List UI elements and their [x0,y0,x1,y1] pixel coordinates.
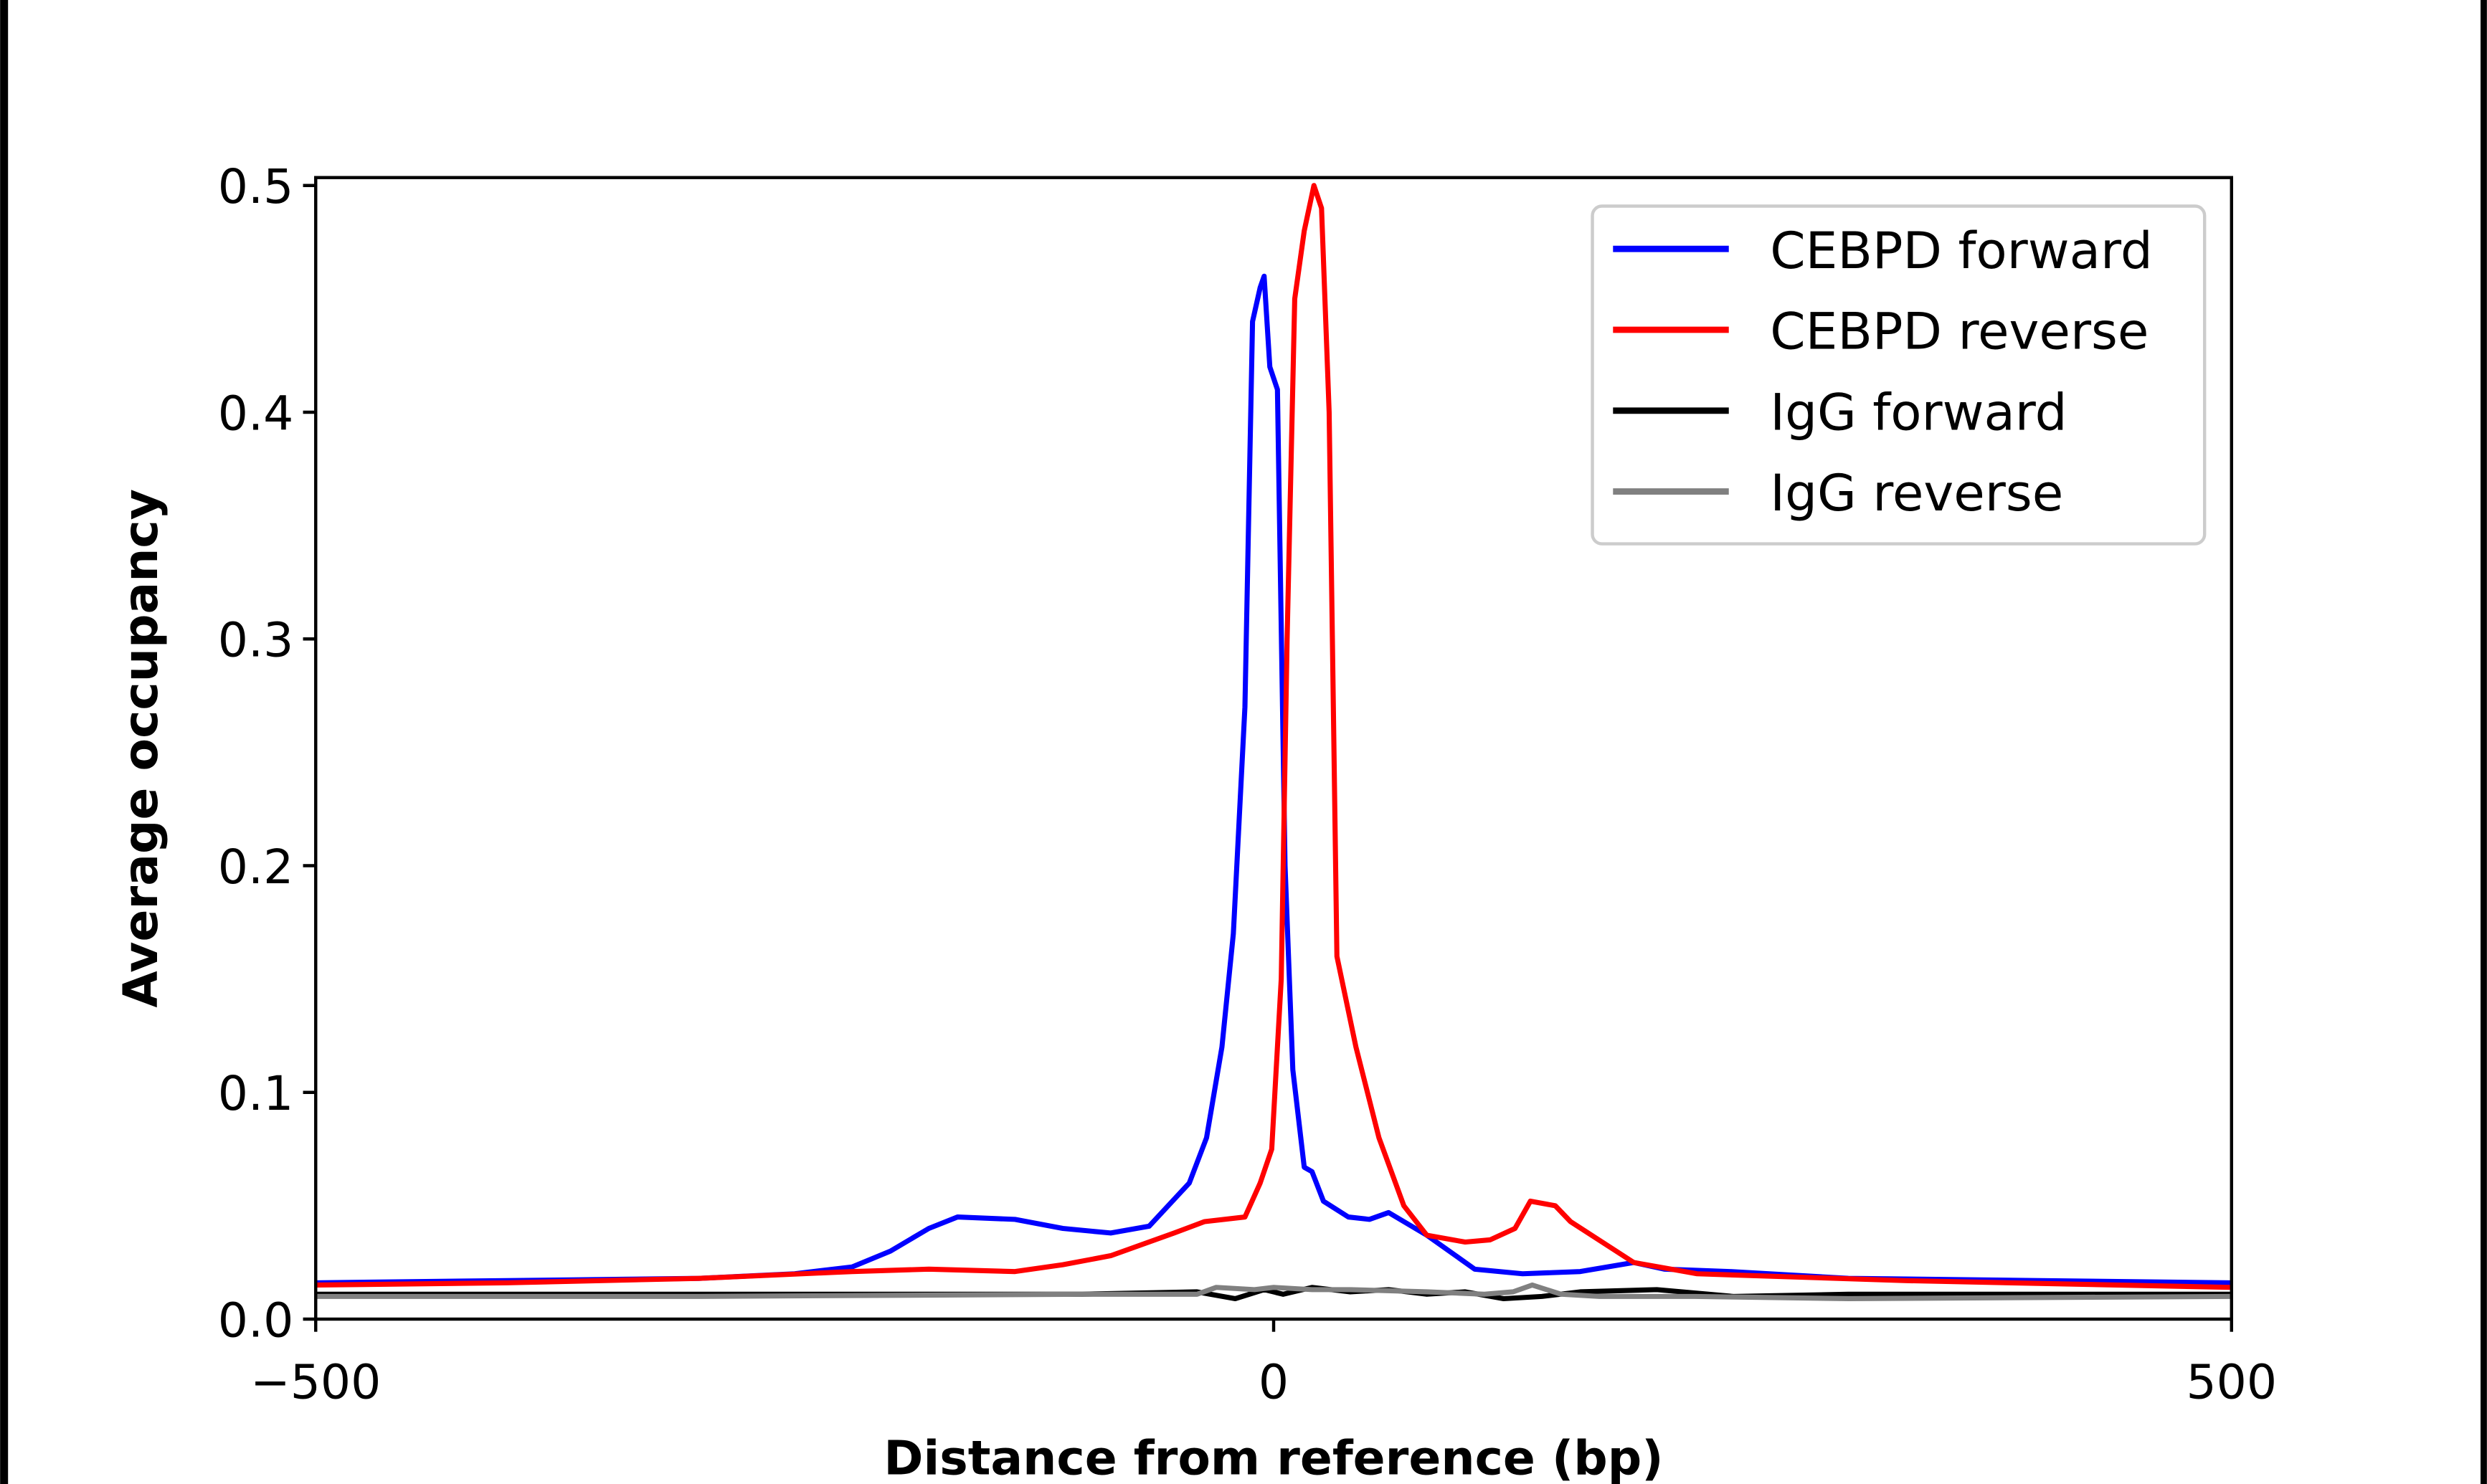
legend-label: IgG forward [1770,382,2067,442]
right-border [2481,0,2487,1484]
series-line-cebpd-reverse [316,183,2232,1290]
y-tick-label: 0.5 [218,158,293,214]
legend-entry-igg-reverse: IgG reverse [1613,463,2063,523]
y-tick-label: 0.2 [218,839,293,895]
legend-label: IgG reverse [1770,463,2063,523]
legend-entry-igg-forward: IgG forward [1613,382,2067,442]
y-tick-label: 0.3 [218,612,293,668]
y-tick-label: 0.4 [218,385,293,441]
plot-lines [316,183,2232,1302]
legend-label: CEBPD reverse [1770,302,2149,361]
y-tick-label: 0.0 [218,1292,293,1348]
ticks: −500 0 500 0.0 0.1 0.2 0.3 0.4 0.5 [218,158,2277,1409]
x-tick-label: 0 [1259,1354,1289,1410]
series-line-igg-reverse [316,1282,2232,1302]
y-tick-label: 0.1 [218,1065,293,1121]
legend-entry-cebpd-reverse: CEBPD reverse [1613,302,2149,361]
legend: CEBPD forward CEBPD reverse IgG forward … [1591,204,2207,546]
x-tick-label: −500 [250,1354,381,1410]
x-axis-label: Distance from reference (bp) [884,1430,1663,1484]
left-border [0,0,9,1484]
legend-label: CEBPD forward [1770,221,2153,280]
legend-box [1591,204,2207,546]
x-tick-label: 500 [2186,1354,2277,1410]
series-line-cebpd-forward [316,273,2232,1285]
y-axis-label: Average occupancy [113,489,169,1008]
legend-entry-cebpd-forward: CEBPD forward [1613,221,2153,280]
